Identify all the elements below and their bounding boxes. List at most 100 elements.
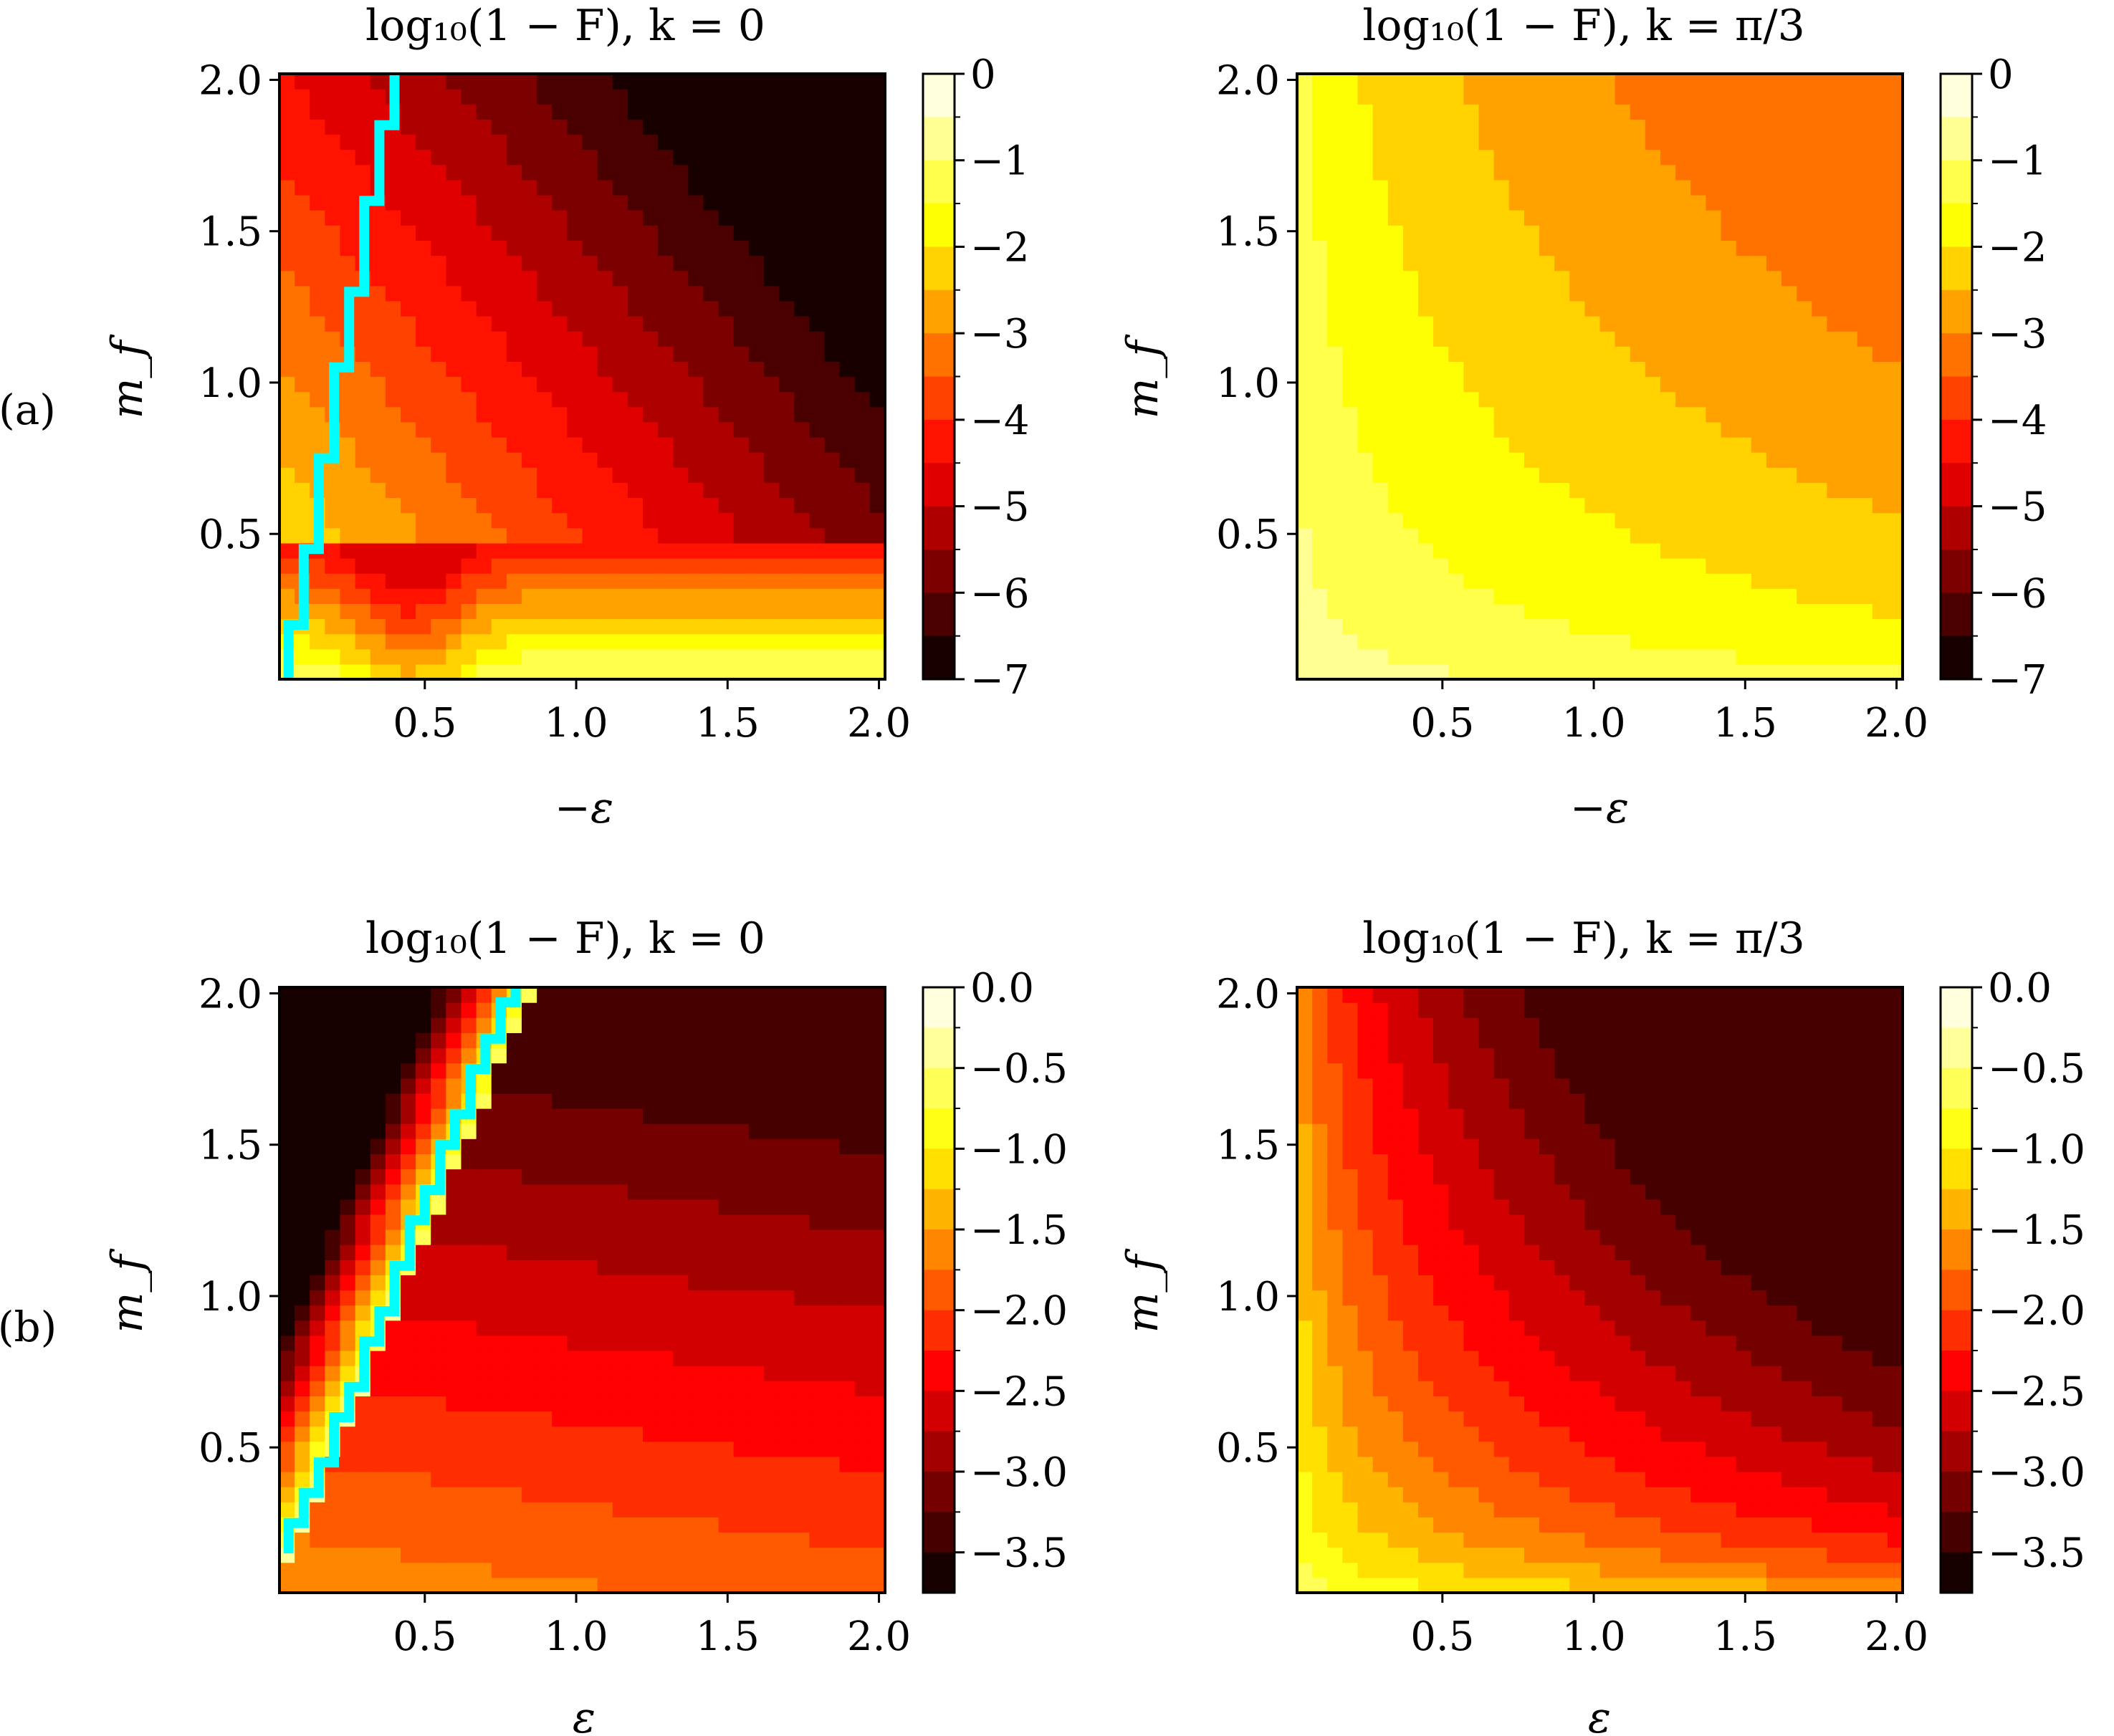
- heatmap-cell: [733, 346, 750, 362]
- heatmap-cell: [839, 1229, 856, 1245]
- heatmap-cell: [582, 1441, 598, 1457]
- heatmap-cell: [854, 603, 871, 620]
- heatmap-cell: [295, 1472, 310, 1487]
- heatmap-cell: [1327, 512, 1343, 529]
- heatmap-cell: [506, 1577, 522, 1593]
- heatmap-cell: [1327, 633, 1343, 650]
- heatmap-cell: [1766, 421, 1782, 438]
- heatmap-cell: [491, 1123, 507, 1139]
- heatmap-cell: [476, 1517, 492, 1533]
- heatmap-cell: [764, 179, 780, 196]
- heatmap-cell: [627, 406, 644, 423]
- heatmap-cell: [461, 316, 477, 332]
- heatmap-cell: [370, 527, 386, 544]
- heatmap-cell: [1857, 270, 1873, 287]
- heatmap-cell: [385, 1078, 401, 1094]
- heatmap-cell: [1418, 74, 1434, 90]
- heatmap-cell: [824, 119, 841, 135]
- heatmap-cell: [869, 1577, 886, 1593]
- heatmap-cell: [1327, 331, 1343, 347]
- heatmap-cell: [1418, 331, 1434, 347]
- heatmap-cell: [582, 1547, 598, 1563]
- heatmap-cell: [1402, 618, 1419, 635]
- heatmap-cell: [1342, 104, 1359, 120]
- heatmap-cell: [1887, 300, 1903, 317]
- heatmap-cell: [1584, 663, 1601, 680]
- heatmap-cell: [461, 1351, 477, 1366]
- heatmap-cell: [643, 482, 659, 499]
- heatmap-cell: [764, 1320, 780, 1336]
- heatmap-cell: [401, 210, 416, 226]
- heatmap-cell: [1660, 74, 1676, 90]
- heatmap-cell: [325, 210, 341, 226]
- heatmap-cell: [1615, 497, 1631, 514]
- heatmap-cell: [627, 421, 644, 438]
- heatmap-cell: [748, 361, 765, 378]
- heatmap-cell: [1766, 573, 1782, 589]
- heatmap-cell: [764, 542, 780, 559]
- heatmap-cell: [1599, 361, 1616, 378]
- heatmap-cell: [733, 179, 750, 196]
- heatmap-cell: [612, 300, 628, 317]
- heatmap-cell: [552, 285, 568, 302]
- heatmap-cell: [370, 633, 386, 650]
- heatmap-cell: [401, 1577, 416, 1593]
- heatmap-cell: [385, 285, 401, 302]
- heatmap-cell: [1675, 346, 1691, 362]
- heatmap-cell: [416, 149, 431, 166]
- heatmap-cell: [748, 164, 765, 181]
- heatmap-cell: [1781, 588, 1797, 604]
- heatmap-cell: [310, 1199, 325, 1215]
- heatmap-cell: [597, 1426, 613, 1442]
- heatmap-cell: [1342, 618, 1359, 635]
- heatmap-cell: [1599, 346, 1616, 362]
- heatmap-cell: [385, 421, 401, 438]
- heatmap-cell: [673, 1047, 689, 1064]
- heatmap-cell: [688, 633, 704, 650]
- heatmap-cell: [1660, 195, 1676, 211]
- heatmap-cell: [1478, 331, 1495, 347]
- heatmap-cell: [385, 1184, 401, 1200]
- heatmap-cell: [1842, 482, 1858, 499]
- heatmap-cell: [1508, 225, 1525, 241]
- heatmap-cell: [688, 134, 704, 150]
- heatmap-cell: [1524, 285, 1540, 302]
- heatmap-cell: [385, 1335, 401, 1351]
- heatmap-cell: [582, 1154, 598, 1170]
- heatmap-cell: [688, 240, 704, 256]
- heatmap-cell: [869, 633, 886, 650]
- heatmap-cell: [431, 1532, 446, 1548]
- heatmap-cell: [491, 1335, 507, 1351]
- heatmap-cell: [809, 1184, 826, 1200]
- heatmap-cell: [537, 104, 553, 120]
- heatmap-cell: [1357, 452, 1374, 468]
- heatmap-cell: [310, 987, 325, 1003]
- heatmap-cell: [295, 406, 310, 423]
- heatmap-cell: [1554, 542, 1570, 559]
- heatmap-cell: [1690, 663, 1706, 680]
- heatmap-cell: [1857, 285, 1873, 302]
- heatmap-cell: [1842, 240, 1858, 256]
- heatmap-cell: [416, 210, 431, 226]
- heatmap-cell: [537, 1456, 553, 1472]
- heatmap-cell: [1872, 633, 1888, 650]
- heatmap-cell: [869, 316, 886, 332]
- heatmap-cell: [1599, 588, 1616, 604]
- heatmap-cell: [839, 1123, 856, 1139]
- heatmap-cell: [1493, 346, 1510, 362]
- heatmap-cell: [718, 119, 735, 135]
- heatmap-cell: [310, 1093, 325, 1109]
- heatmap-cell: [385, 195, 401, 211]
- heatmap-cell: [1675, 542, 1691, 559]
- heatmap-cell: [537, 1063, 553, 1079]
- heatmap-cell: [1297, 104, 1313, 120]
- heatmap-cell: [355, 406, 371, 423]
- heatmap-cell: [1387, 89, 1404, 105]
- heatmap-cell: [537, 210, 553, 226]
- heatmap-cell: [506, 1169, 522, 1185]
- heatmap-cell: [370, 573, 386, 589]
- heatmap-cell: [1478, 361, 1495, 378]
- heatmap-cell: [1524, 497, 1540, 514]
- heatmap-cell: [824, 270, 841, 287]
- heatmap-cell: [1357, 497, 1374, 514]
